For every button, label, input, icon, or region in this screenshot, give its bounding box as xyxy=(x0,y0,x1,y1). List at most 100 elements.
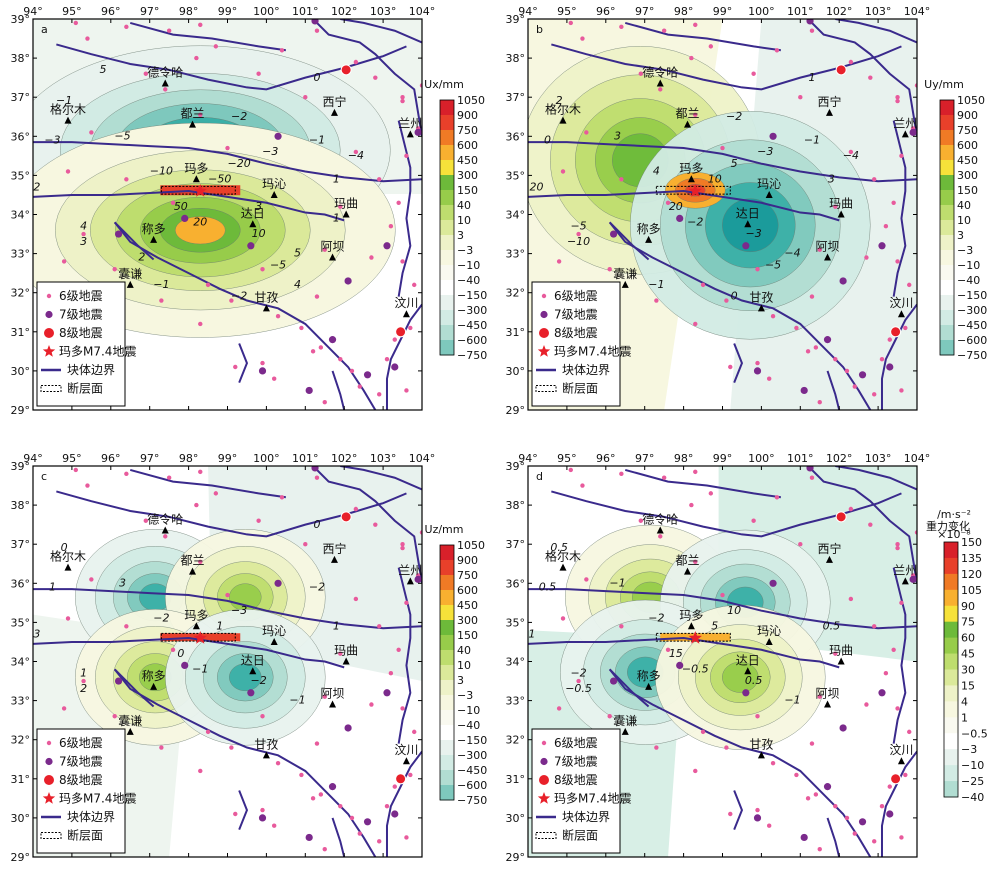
earthquake-m6 xyxy=(619,471,624,477)
legend-label-m6: 6级地震 xyxy=(554,736,598,750)
contour-label: −1 xyxy=(309,133,325,146)
block-boundary xyxy=(56,43,407,91)
earthquake-m6 xyxy=(864,255,869,260)
earthquake-m6 xyxy=(751,71,756,76)
contour-label: −0.5 xyxy=(682,662,709,675)
block-boundary xyxy=(340,19,422,44)
lon-tick-label: 103° xyxy=(865,5,892,18)
earthquake-m6 xyxy=(357,831,362,836)
block-boundary xyxy=(624,468,781,499)
colorbar-band xyxy=(944,589,958,607)
colorbar-tick: −150 xyxy=(457,289,487,302)
contour-label: −2 xyxy=(251,674,267,687)
contour-label: 1 xyxy=(528,627,535,640)
colorbar-band xyxy=(940,100,954,116)
city-label: 都兰 xyxy=(675,107,699,121)
city-marker xyxy=(64,116,72,124)
city-marker xyxy=(249,667,257,675)
earthquake-m6 xyxy=(61,706,67,711)
earthquake-m7 xyxy=(383,242,391,250)
earthquake-m6 xyxy=(872,392,877,397)
legend-label-boundary: 块体边界 xyxy=(562,810,610,824)
earthquake-m6 xyxy=(584,577,589,582)
earthquake-m6 xyxy=(271,823,277,828)
legend-label-main: 玛多M7.4地震 xyxy=(59,345,136,359)
city-label: 囊谦 xyxy=(118,713,142,728)
city-marker xyxy=(192,622,200,630)
legend-label-m8: 8级地震 xyxy=(554,326,598,340)
colorbar-tick: 40 xyxy=(957,199,971,212)
lon-tick-label: 100° xyxy=(253,452,280,465)
city-label: 格尔木 xyxy=(50,549,86,564)
earthquake-m6 xyxy=(899,388,904,393)
block-boundary xyxy=(880,303,917,410)
colorbar-band xyxy=(440,145,454,161)
city-label: 都兰 xyxy=(180,107,204,121)
earthquake-m6 xyxy=(229,298,234,303)
legend-label-main: 玛多M7.4地震 xyxy=(59,792,136,806)
colorbar-band xyxy=(940,175,954,191)
colorbar-tick: −300 xyxy=(457,749,487,762)
colorbar-tick: 450 xyxy=(457,599,478,612)
contour-label: −1 xyxy=(784,694,800,707)
city-label: 玛沁 xyxy=(262,177,286,191)
colorbar-band xyxy=(944,701,958,718)
earthquake-m7 xyxy=(753,814,762,822)
colorbar-tick: −450 xyxy=(957,319,987,332)
legend-label-m7: 7级地震 xyxy=(59,308,103,322)
city-marker xyxy=(656,526,664,534)
panel-letter: b xyxy=(536,23,543,36)
colorbar-tick: 150 xyxy=(457,629,478,642)
city-marker xyxy=(687,175,695,183)
colorbar-band xyxy=(440,665,454,681)
colorbar-tick: 3 xyxy=(457,229,464,242)
earthquake-m6 xyxy=(833,356,838,362)
block-boundary xyxy=(733,343,744,383)
earthquake-m6 xyxy=(568,467,573,473)
earthquake-m6 xyxy=(770,760,776,766)
contour-label: −50 xyxy=(208,172,231,185)
lon-tick-label: 104° xyxy=(409,5,436,18)
contour-label: 1 xyxy=(333,619,340,632)
contour-label: −20 xyxy=(520,180,543,193)
legend-label-m7: 7级地震 xyxy=(554,308,598,322)
earthquake-m6 xyxy=(654,745,659,750)
colorbar-band xyxy=(940,325,954,341)
colorbar-band xyxy=(440,545,454,561)
contour-label: −5 xyxy=(114,129,130,142)
earthquake-m6 xyxy=(388,671,394,676)
city-marker xyxy=(645,682,653,690)
city-marker xyxy=(559,116,567,124)
block-boundary xyxy=(733,790,744,830)
lon-tick-label: 102° xyxy=(826,452,853,465)
lat-tick-label: 35° xyxy=(506,616,526,629)
lat-tick-label: 30° xyxy=(506,812,526,825)
earthquake-m7 xyxy=(742,689,750,697)
city-label: 玛曲 xyxy=(829,197,853,211)
contour-label: 4 xyxy=(80,219,87,232)
earthquake-m6 xyxy=(584,130,589,135)
panel-letter: a xyxy=(41,23,48,36)
legend-symbol-m6 xyxy=(541,293,547,299)
earthquake-m6 xyxy=(124,177,129,182)
block-boundary xyxy=(826,370,841,410)
earthquake-m6 xyxy=(314,294,320,299)
earthquake-m6 xyxy=(392,337,397,342)
earthquake-m8 xyxy=(835,64,847,76)
contour-label: 10 xyxy=(727,604,741,617)
earthquake-m6 xyxy=(883,224,889,229)
lon-tick-label: 103° xyxy=(370,452,397,465)
city-label: 都兰 xyxy=(675,554,699,568)
lat-tick-label: 39° xyxy=(506,460,526,473)
earthquake-m6 xyxy=(198,559,203,564)
colorbar-band xyxy=(944,542,958,559)
city-marker xyxy=(161,79,169,87)
earthquake-m6 xyxy=(233,364,238,370)
earthquake-m6 xyxy=(693,321,698,327)
contour-label: −1 xyxy=(56,94,72,107)
lat-tick-label: 37° xyxy=(506,538,526,551)
earthquake-m6 xyxy=(256,71,261,76)
colorbar-band xyxy=(944,749,958,766)
earthquake-m8 xyxy=(340,511,352,523)
colorbar-band xyxy=(440,190,454,206)
